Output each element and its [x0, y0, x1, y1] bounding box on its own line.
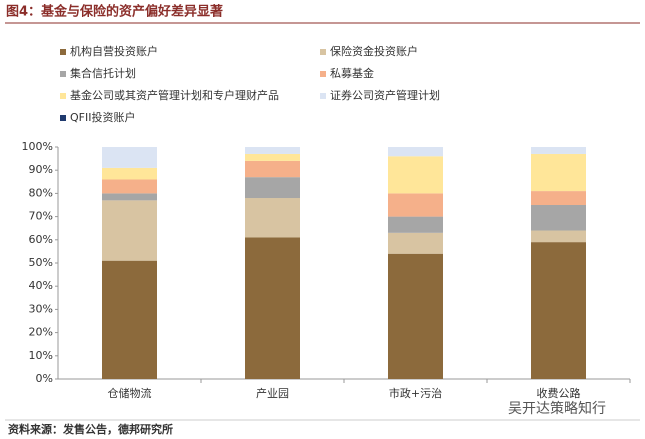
x-tick-label: 收费公路 — [537, 386, 581, 400]
legend-swatch — [60, 115, 66, 121]
x-tick-label: 产业园 — [256, 386, 289, 400]
y-tick-label: 20% — [29, 326, 53, 339]
y-tick-label: 80% — [29, 186, 53, 199]
source: 资料来源：发售公告，德邦研究所 — [8, 422, 173, 436]
bar-segment — [102, 167, 157, 180]
legend-label: 机构自营投资账户 — [70, 44, 158, 58]
bar-segment — [388, 193, 443, 217]
bar-segment — [245, 153, 300, 161]
bar-segment — [531, 147, 586, 154]
bar-segment — [388, 147, 443, 157]
y-tick-label: 70% — [29, 210, 53, 223]
y-tick-label: 90% — [29, 163, 53, 176]
bar-segment — [531, 191, 586, 205]
bar-segment — [531, 205, 586, 231]
y-tick-label: 40% — [29, 279, 53, 292]
bar-segment — [531, 230, 586, 243]
legend-label: 证券公司资产管理计划 — [330, 88, 440, 102]
bar-segment — [102, 179, 157, 194]
legend-swatch — [60, 71, 66, 77]
legend-label: QFII投资账户 — [70, 110, 135, 124]
y-tick-label: 60% — [29, 233, 53, 246]
x-tick-label: 市政+污治 — [389, 386, 442, 400]
legend-swatch — [60, 49, 66, 55]
bar-segment — [102, 193, 157, 201]
legend-swatch — [320, 71, 326, 77]
legend-label: 集合信托计划 — [70, 66, 136, 80]
bar-segment — [531, 153, 586, 192]
bar-segment — [245, 237, 300, 379]
bar-segment — [102, 260, 157, 379]
bar-segment — [102, 200, 157, 261]
bar-segment — [388, 253, 443, 379]
bar-segment — [245, 177, 300, 199]
legend-swatch — [60, 93, 66, 99]
legend-label: 保险资金投资账户 — [330, 44, 418, 58]
bar-segment — [531, 242, 586, 379]
y-tick-label: 50% — [29, 256, 53, 269]
bar-segment — [388, 232, 443, 254]
bar-segment — [388, 156, 443, 194]
bar-segment — [102, 147, 157, 168]
bar-segment — [388, 216, 443, 233]
legend-label: 私募基金 — [330, 66, 374, 80]
bar-segment — [245, 160, 300, 178]
x-tick-label: 仓储物流 — [108, 386, 152, 400]
y-tick-label: 30% — [29, 302, 53, 315]
bar-segment — [245, 198, 300, 238]
y-tick-label: 0% — [36, 372, 53, 385]
y-tick-label: 10% — [29, 349, 53, 362]
y-tick-label: 100% — [22, 140, 53, 153]
legend-swatch — [320, 49, 326, 55]
legend-label: 基金公司或其资产管理计划和专户理财产品 — [70, 88, 279, 102]
chart-title: 图4：基金与保险的资产偏好差异显著 — [6, 4, 223, 20]
legend-swatch — [320, 93, 326, 99]
bar-segment — [245, 147, 300, 154]
watermark: 吴开达策略知行 — [508, 400, 606, 417]
